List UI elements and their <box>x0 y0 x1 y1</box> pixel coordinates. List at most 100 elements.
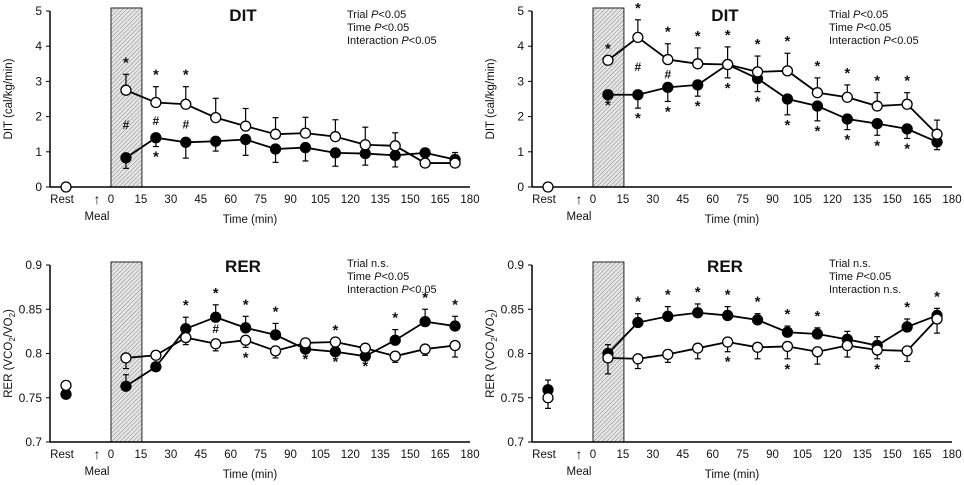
x-tick-label: 165 <box>912 449 931 461</box>
significance-star: * <box>183 67 189 84</box>
significance-hash: # <box>664 67 671 81</box>
x-tick-label: 0 <box>108 449 114 461</box>
y-tick-label: 2 <box>517 110 524 124</box>
x-tick-label: 45 <box>676 449 689 461</box>
significance-star: * <box>665 24 671 41</box>
data-point-filled <box>210 135 222 147</box>
x-tick-label: 60 <box>706 194 719 206</box>
stats-line: Trial n.s. <box>347 258 389 270</box>
x-tick-label: 0 <box>108 194 114 206</box>
stats-line: Time P<0.05 <box>347 271 409 283</box>
significance-star: * <box>332 354 338 371</box>
chart-title: RER <box>707 257 743 276</box>
y-tick-label: 5 <box>517 4 524 18</box>
data-point-open <box>210 338 222 350</box>
y-tick-label: 3 <box>517 74 524 88</box>
data-point-filled <box>901 321 913 333</box>
data-point-open <box>901 98 913 110</box>
x-tick-label: 45 <box>194 449 207 461</box>
x-tick-label: 45 <box>194 194 207 206</box>
data-point-filled <box>269 329 282 341</box>
data-point-filled <box>419 315 431 328</box>
y-tick-label: 0.7 <box>25 435 42 449</box>
significance-star: * <box>814 308 820 325</box>
x-axis-title: Time (min) <box>223 469 278 481</box>
meal-label: Meal <box>85 466 110 478</box>
meal-label: Meal <box>567 466 592 478</box>
x-tick-label: 90 <box>766 194 779 206</box>
x-tick-label: 30 <box>164 449 177 461</box>
stats-line: Trial P<0.05 <box>829 9 888 21</box>
x-tick-label: 150 <box>883 449 902 461</box>
data-point-filled <box>632 89 644 101</box>
significance-star: * <box>273 303 279 320</box>
meal-arrow-icon: ↑ <box>94 191 101 207</box>
data-point-filled <box>120 152 132 164</box>
data-point-open <box>389 140 401 152</box>
data-point-open <box>419 157 431 169</box>
x-tick-label: 0 <box>590 194 596 206</box>
x-tick-label: 30 <box>646 449 659 461</box>
x-tick-label: 90 <box>284 449 297 461</box>
x-tick-label: 75 <box>736 449 749 461</box>
y-axis-title: DIT (cal/kg/min) <box>3 58 15 139</box>
y-tick-label: 0.75 <box>19 391 43 405</box>
y-tick-label: 5 <box>35 4 42 18</box>
stats-line: Interaction P<0.05 <box>829 35 919 47</box>
significance-star: * <box>934 288 940 305</box>
significance-star: * <box>725 80 731 97</box>
y-tick-label: 0 <box>517 180 524 194</box>
data-point-open <box>602 352 614 364</box>
significance-star: * <box>153 67 159 84</box>
y-tick-label: 1 <box>517 145 524 159</box>
data-point-filled <box>781 93 794 105</box>
significance-star: * <box>695 284 701 301</box>
x-tick-label: Rest <box>50 449 74 461</box>
data-point-filled <box>811 328 824 340</box>
x-tick-label: 15 <box>135 449 148 461</box>
data-point-open <box>299 127 312 139</box>
x-tick-label: 30 <box>646 194 659 206</box>
x-tick-label: Rest <box>532 194 556 206</box>
x-tick-label: 120 <box>823 194 842 206</box>
data-point-open <box>811 87 824 99</box>
stats-line: Time P<0.05 <box>347 22 409 34</box>
significance-star: * <box>695 98 701 115</box>
x-tick-label: 150 <box>401 449 420 461</box>
data-point-filled <box>449 320 461 332</box>
significance-star: * <box>785 117 791 134</box>
significance-star: * <box>635 294 641 311</box>
y-tick-label: 4 <box>517 39 524 53</box>
significance-star: * <box>635 110 641 127</box>
x-tick-label: 135 <box>371 449 390 461</box>
y-tick-label: 0.9 <box>25 258 42 272</box>
y-tick-label: 0.9 <box>507 258 524 272</box>
data-point-filled <box>180 136 192 148</box>
data-point-open <box>210 112 222 124</box>
significance-star: * <box>362 358 368 375</box>
rest-point-open <box>542 181 554 193</box>
data-point-filled <box>632 316 644 329</box>
series-line-open <box>607 36 938 135</box>
significance-hash: # <box>123 118 130 132</box>
data-point-open <box>239 120 252 132</box>
data-point-open <box>359 139 371 151</box>
significance-star: * <box>725 27 731 44</box>
x-tick-label: 135 <box>853 194 872 206</box>
x-tick-label: 180 <box>460 194 479 206</box>
x-tick-label: 120 <box>341 194 360 206</box>
data-point-open <box>931 128 943 140</box>
y-tick-label: 0.75 <box>501 391 525 405</box>
x-tick-label: 165 <box>430 449 449 461</box>
x-tick-label: 120 <box>823 449 842 461</box>
significance-star: * <box>844 65 850 82</box>
stats-line: Trial P<0.05 <box>347 9 406 21</box>
x-tick-label: 165 <box>430 194 449 206</box>
data-point-filled <box>150 132 162 144</box>
significance-star: * <box>904 73 910 90</box>
x-tick-label: 135 <box>853 449 872 461</box>
data-point-filled <box>901 123 913 135</box>
y-tick-label: 0.85 <box>501 302 525 316</box>
data-point-open <box>721 336 734 348</box>
